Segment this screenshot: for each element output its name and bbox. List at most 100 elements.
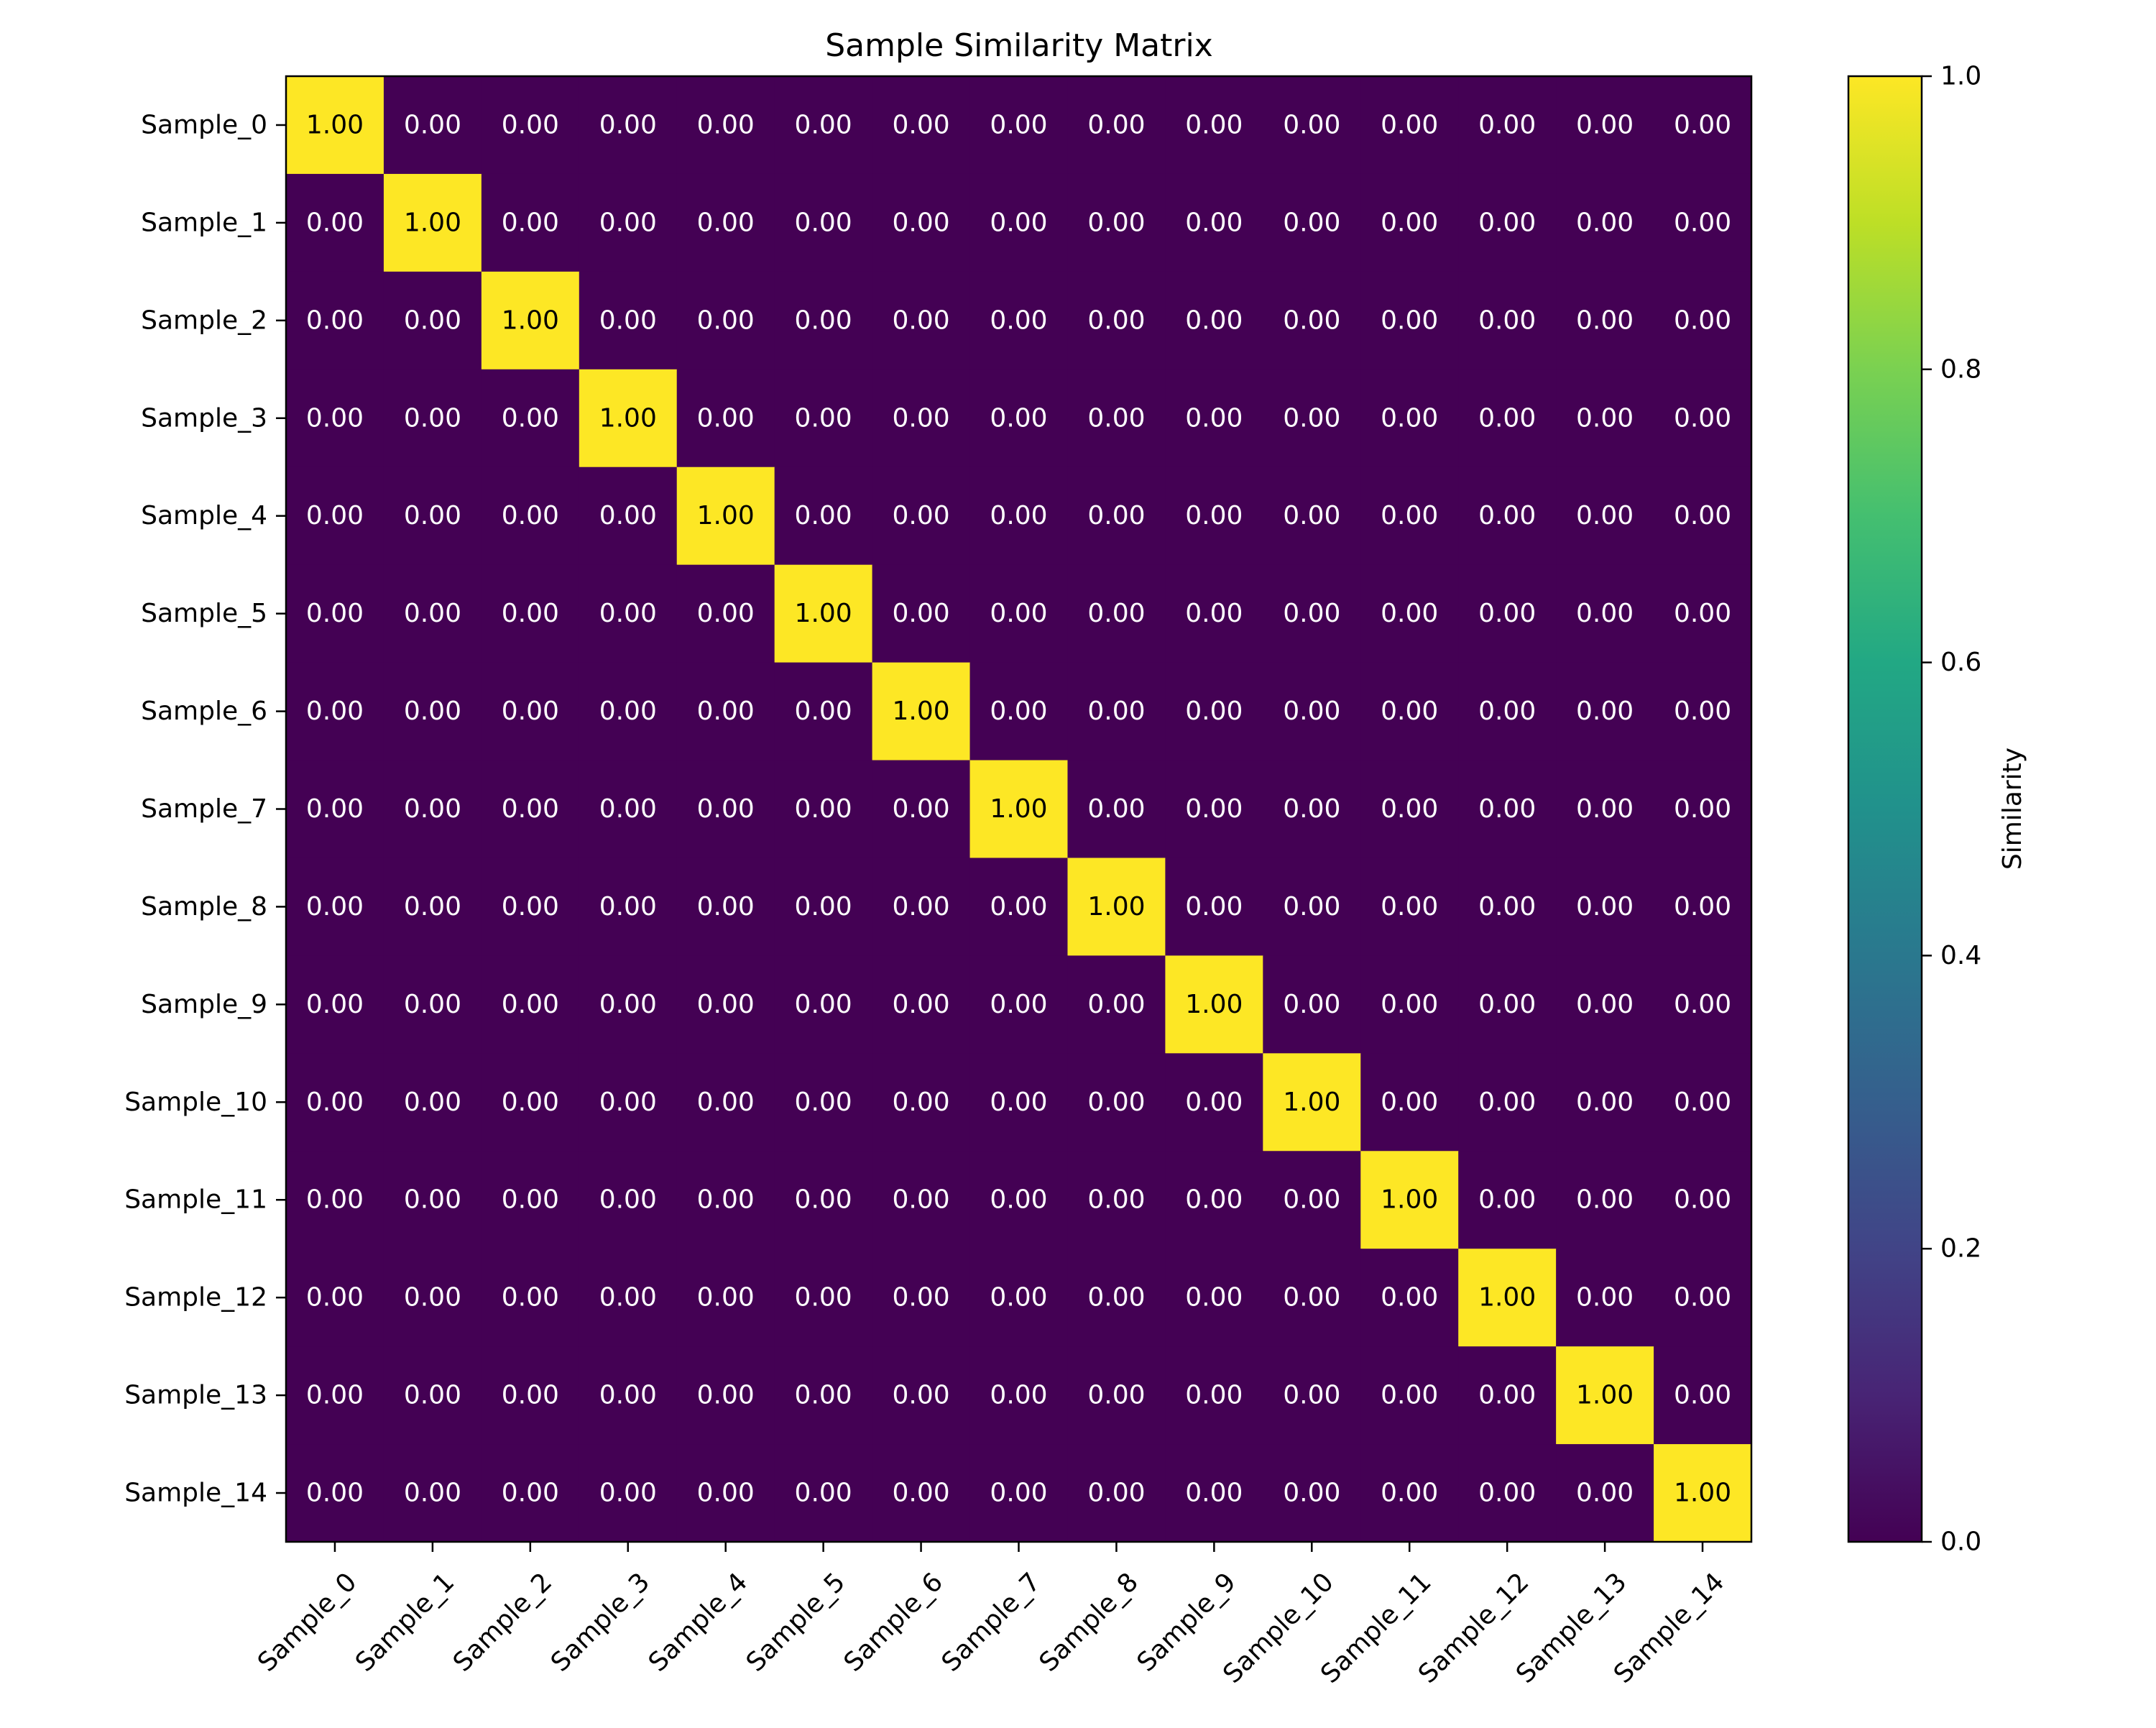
cell-value-label: 0.00 (404, 990, 461, 1019)
cell-value-label: 0.00 (892, 599, 949, 628)
cell-value-label: 0.00 (404, 892, 461, 922)
heatmap-cell (676, 662, 775, 761)
heatmap-cell (1556, 1151, 1654, 1249)
heatmap-cell (774, 1444, 873, 1543)
heatmap-cell (1654, 955, 1752, 1054)
cell-value-label: 0.00 (1674, 208, 1731, 237)
heatmap-cell (1067, 1249, 1166, 1347)
y-axis: Sample_0 Sample_1 Sample_2 Sample_3 Sample_4… (124, 110, 286, 1508)
heatmap-cell (1360, 76, 1459, 175)
cell-value-label: 0.00 (599, 697, 657, 726)
heatmap-cell (1067, 1151, 1166, 1249)
heatmap-cell (1360, 1346, 1459, 1445)
cell-value-label: 0.00 (1283, 1381, 1340, 1410)
heatmap-cell (1165, 173, 1263, 272)
cell-value-label: 0.00 (1087, 1381, 1145, 1410)
colorbar-tick-label: 0.2 (1940, 1234, 1981, 1264)
cell-value-label: 0.00 (795, 1381, 852, 1410)
heatmap-cell (1165, 858, 1263, 956)
cell-value-label: 0.00 (795, 1283, 852, 1313)
cell-value-label: 0.00 (990, 1283, 1047, 1313)
cell-value-label: 1.00 (1185, 990, 1243, 1019)
heatmap-cell (1654, 173, 1752, 272)
cell-value-label: 0.00 (1185, 1283, 1243, 1313)
heatmap-cell (383, 1053, 482, 1152)
cell-value-label: 0.00 (1283, 403, 1340, 433)
cell-value-label: 0.00 (404, 1479, 461, 1508)
cell-value-label: 0.00 (1576, 1088, 1634, 1117)
cell-value-label: 0.00 (1576, 892, 1634, 922)
heatmap-cell (1067, 271, 1166, 370)
cell-value-label: 0.00 (892, 1185, 949, 1215)
heatmap-cell (383, 1346, 482, 1445)
heatmap-cell (579, 1249, 678, 1347)
heatmap-cell (1263, 760, 1361, 859)
cell-value-label: 0.00 (697, 305, 755, 335)
cell-value-label: 1.00 (1283, 1088, 1340, 1117)
heatmap-cell (1067, 467, 1166, 566)
heatmap-cell (1654, 467, 1752, 566)
heatmap-cell (1458, 1346, 1557, 1445)
cell-value-label: 0.00 (1185, 501, 1243, 530)
heatmap-cell (1263, 1346, 1361, 1445)
heatmap-cell (481, 955, 580, 1054)
heatmap-cell (579, 1444, 678, 1543)
cell-value-label: 0.00 (404, 1185, 461, 1215)
cell-value-label: 0.00 (1185, 794, 1243, 824)
cell-value-label: 0.00 (502, 892, 559, 922)
cell-value-label: 0.00 (1674, 1283, 1731, 1313)
heatmap-cell (1360, 858, 1459, 956)
y-tick-label: Sample_8 (141, 892, 267, 922)
cell-value-label: 0.00 (697, 1185, 755, 1215)
heatmap-cell (481, 1151, 580, 1249)
colorbar-ticks: 0.0 0.2 0.4 0.6 0.8 1.0 (1922, 62, 1981, 1557)
heatmap-cell (1067, 760, 1166, 859)
cell-value-label: 0.00 (892, 305, 949, 335)
cell-value-label: 0.00 (599, 1479, 657, 1508)
cell-value-label: 0.00 (990, 990, 1047, 1019)
heatmap-cell (872, 1249, 971, 1347)
cell-value-label: 0.00 (404, 794, 461, 824)
cell-value-label: 0.00 (697, 990, 755, 1019)
cell-value-label: 0.00 (795, 697, 852, 726)
heatmap-cell (286, 369, 384, 468)
heatmap-cell (872, 858, 971, 956)
cell-value-label: 0.00 (1185, 1381, 1243, 1410)
heatmap-cell (1360, 369, 1459, 468)
heatmap-cell (774, 564, 873, 663)
cell-value-label: 0.00 (1576, 599, 1634, 628)
cell-value-label: 0.00 (990, 1088, 1047, 1117)
cell-value-label: 0.00 (1283, 892, 1340, 922)
heatmap-cell (676, 76, 775, 175)
heatmap-cell (774, 662, 873, 761)
heatmap-cell (872, 76, 971, 175)
heatmap-cell (1556, 564, 1654, 663)
heatmap-cell (1458, 760, 1557, 859)
y-tick-label: Sample_4 (141, 501, 267, 530)
heatmap-cell (969, 467, 1069, 566)
heatmap-cell (1165, 1053, 1263, 1152)
heatmap-cell (872, 1346, 971, 1445)
heatmap-cell (774, 1249, 873, 1347)
heatmap-cell (676, 271, 775, 370)
cell-value-label: 1.00 (990, 794, 1047, 824)
cell-value-label: 0.00 (599, 892, 657, 922)
heatmap-cell (676, 369, 775, 468)
cell-value-label: 0.00 (892, 110, 949, 139)
cell-value-label: 0.00 (404, 1283, 461, 1313)
cell-value-label: 1.00 (1478, 1283, 1536, 1313)
cell-value-label: 0.00 (1087, 208, 1145, 237)
heatmap-cell (579, 1053, 678, 1152)
cell-value-label: 0.00 (795, 1088, 852, 1117)
cell-value-label: 0.00 (1576, 403, 1634, 433)
heatmap-cell (286, 1346, 384, 1445)
cell-value-label: 0.00 (1087, 305, 1145, 335)
heatmap-cell (872, 955, 971, 1054)
heatmap-cell (286, 271, 384, 370)
cell-value-label: 0.00 (306, 403, 364, 433)
cell-value-label: 0.00 (1185, 892, 1243, 922)
heatmap-cell (872, 760, 971, 859)
cell-value-label: 0.00 (1478, 1088, 1536, 1117)
heatmap-cell (286, 76, 384, 175)
heatmap-cell (1360, 1151, 1459, 1249)
